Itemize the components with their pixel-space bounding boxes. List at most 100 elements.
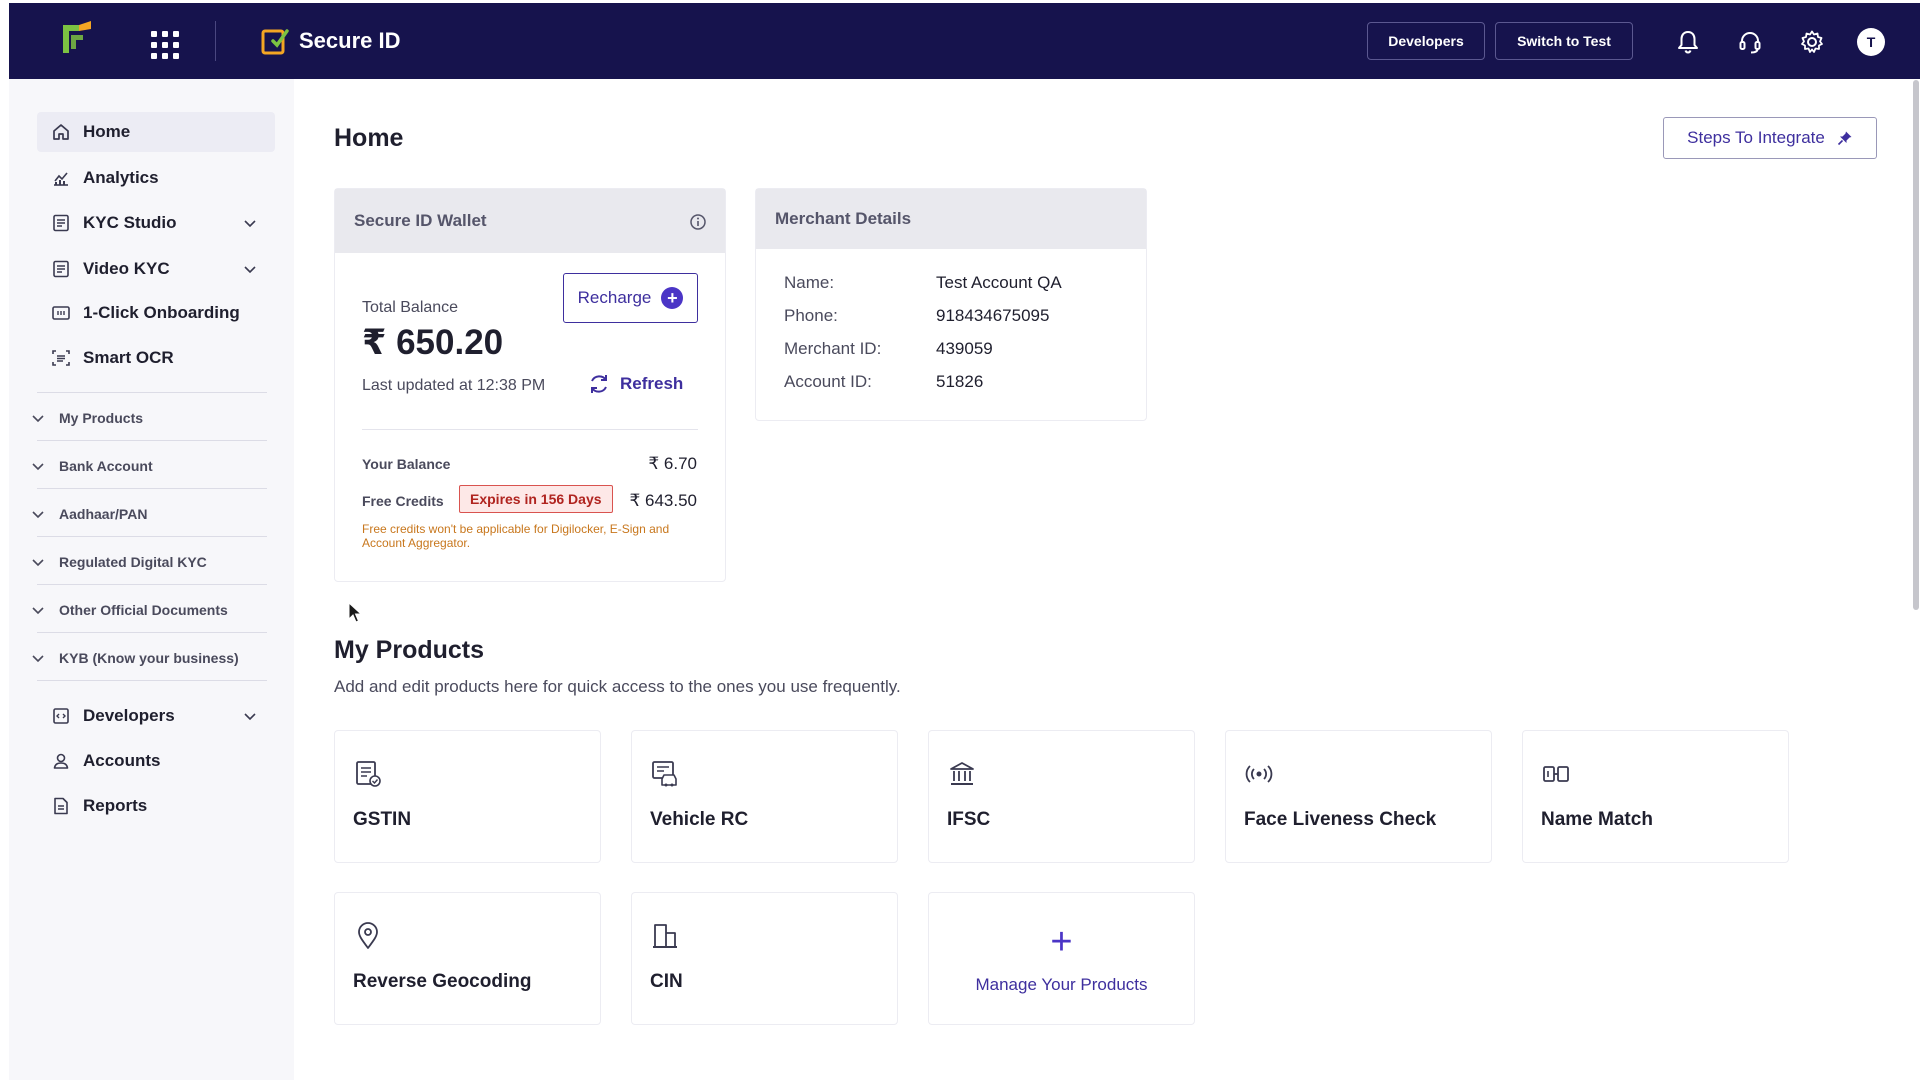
merchant-row-account-id: Account ID: 51826 [784, 372, 983, 392]
sidebar-item-label: Analytics [83, 168, 159, 187]
last-updated-text: Last updated at 12:38 PM [362, 377, 546, 394]
bank-icon [950, 762, 974, 785]
sidebar-item-reports[interactable]: Reports [37, 786, 275, 826]
plus-icon: + [1050, 920, 1073, 963]
sidebar-item-1-click-onboarding[interactable]: 1-Click Onboarding [37, 293, 275, 333]
gear-icon[interactable] [1799, 29, 1825, 55]
bell-icon[interactable] [1675, 29, 1701, 55]
sidebar-group-label: Regulated Digital KYC [59, 554, 207, 570]
chevron-down-icon [32, 511, 44, 519]
liveness-icon [1245, 765, 1273, 783]
merchant-details-card: Merchant Details Name: Test Account QA P… [755, 188, 1147, 421]
wallet-card-header: Secure ID Wallet [335, 189, 725, 253]
company-logo-icon[interactable] [57, 19, 97, 59]
sidebar-item-label: KYC Studio [83, 213, 177, 232]
merchant-key: Merchant ID: [784, 339, 882, 358]
vehicle-rc-icon [652, 761, 677, 787]
avatar[interactable]: T [1857, 28, 1885, 56]
sidebar-divider [37, 392, 267, 393]
refresh-button[interactable]: Refresh [587, 372, 683, 396]
product-card-vehicle-rc[interactable]: Vehicle RC [631, 730, 898, 863]
product-label: GSTIN [353, 809, 412, 830]
sidebar-item-label: Reports [83, 796, 148, 815]
sidebar-item-developers[interactable]: Developers [37, 696, 275, 736]
sidebar-group-kyb[interactable]: KYB (Know your business) [23, 640, 267, 676]
your-balance-label: Your Balance [362, 456, 451, 472]
chevron-down-icon[interactable] [243, 216, 257, 230]
chevron-down-icon [32, 463, 44, 471]
chevron-down-icon[interactable] [243, 709, 257, 723]
product-name: Secure ID [299, 28, 401, 53]
chevron-down-icon [32, 655, 44, 663]
manage-products-label: Manage Your Products [975, 974, 1148, 994]
gstin-document-icon [356, 761, 381, 787]
product-card-name-match[interactable]: Name Match [1522, 730, 1789, 863]
manage-products-card[interactable]: + Manage Your Products [928, 892, 1195, 1025]
apps-grid-icon[interactable] [147, 27, 181, 61]
expires-badge: Expires in 156 Days [459, 485, 613, 513]
sidebar-group-aadhaar-pan[interactable]: Aadhaar/PAN [23, 496, 267, 532]
sidebar-item-label: Accounts [83, 751, 161, 770]
your-balance-value: ₹ 6.70 [648, 454, 697, 473]
merchant-value: 51826 [936, 372, 984, 391]
secure-id-logo-icon [261, 29, 289, 55]
product-label: Reverse Geocoding [353, 971, 532, 992]
product-card-face-liveness-check[interactable]: Face Liveness Check [1225, 730, 1492, 863]
sidebar-item-accounts[interactable]: Accounts [37, 741, 275, 781]
wallet-title: Secure ID Wallet [354, 211, 487, 230]
reports-icon [54, 797, 68, 815]
sidebar-item-kyc-studio[interactable]: KYC Studio [37, 203, 275, 243]
mouse-cursor-icon [348, 602, 362, 623]
developers-button[interactable]: Developers [1367, 22, 1485, 60]
chevron-down-icon[interactable] [243, 262, 257, 276]
sidebar-item-smart-ocr[interactable]: Smart OCR [37, 338, 275, 378]
home-icon [53, 124, 69, 140]
recharge-button[interactable]: Recharge + [563, 273, 698, 323]
page-scrollbar[interactable] [1913, 80, 1919, 610]
refresh-label: Refresh [620, 374, 684, 393]
recharge-label: Recharge [577, 288, 652, 307]
product-brand[interactable]: Secure ID [261, 27, 401, 55]
sidebar-item-label: 1-Click Onboarding [83, 303, 240, 322]
onboarding-icon [52, 306, 70, 320]
product-card-ifsc[interactable]: IFSC [928, 730, 1195, 863]
product-card-gstin[interactable]: GSTIN [334, 730, 601, 863]
sidebar-item-label: Smart OCR [83, 348, 174, 367]
merchant-row-name: Name: Test Account QA [784, 273, 1062, 293]
steps-to-integrate-button[interactable]: Steps To Integrate [1663, 117, 1877, 159]
merchant-key: Account ID: [784, 372, 872, 391]
my-products-subtitle: Add and edit products here for quick acc… [334, 677, 901, 696]
sidebar-item-video-kyc[interactable]: Video KYC [37, 249, 275, 289]
video-kyc-icon [53, 260, 69, 278]
support-headset-icon[interactable] [1737, 29, 1763, 55]
product-card-reverse-geocoding[interactable]: Reverse Geocoding [334, 892, 601, 1025]
merchant-value: 918434675095 [936, 306, 1050, 325]
product-label: CIN [650, 971, 683, 992]
merchant-key: Phone: [784, 306, 838, 325]
sidebar-item-analytics[interactable]: Analytics [37, 158, 275, 198]
merchant-title: Merchant Details [775, 209, 912, 228]
merchant-value: 439059 [936, 339, 993, 358]
sidebar-group-label: KYB (Know your business) [59, 650, 239, 666]
sidebar-group-label: Aadhaar/PAN [59, 506, 148, 522]
product-card-cin[interactable]: CIN [631, 892, 898, 1025]
chevron-down-icon [32, 415, 44, 423]
merchant-key: Name: [784, 273, 835, 292]
wallet-card: Secure ID Wallet Total Balance ₹ 650.20 … [334, 188, 726, 582]
switch-to-test-button[interactable]: Switch to Test [1495, 22, 1633, 60]
merchant-value: Test Account QA [936, 273, 1062, 292]
sidebar-group-regulated-digital-kyc[interactable]: Regulated Digital KYC [23, 544, 267, 580]
sidebar-item-home[interactable]: Home [37, 112, 275, 152]
info-icon[interactable] [689, 213, 707, 231]
sidebar-group-other-official-documents[interactable]: Other Official Documents [23, 592, 267, 628]
pin-icon [1837, 131, 1852, 146]
refresh-icon [591, 375, 607, 393]
sidebar-group-bank-account[interactable]: Bank Account [23, 448, 267, 484]
name-match-icon [1543, 766, 1569, 782]
sidebar-divider [37, 632, 267, 633]
sidebar-divider [37, 488, 267, 489]
product-label: IFSC [947, 809, 991, 830]
merchant-row-phone: Phone: 918434675095 [784, 306, 1049, 326]
sidebar-group-my-products[interactable]: My Products [23, 400, 267, 436]
top-bar: Secure ID Developers Switch to Test T [9, 3, 1920, 79]
